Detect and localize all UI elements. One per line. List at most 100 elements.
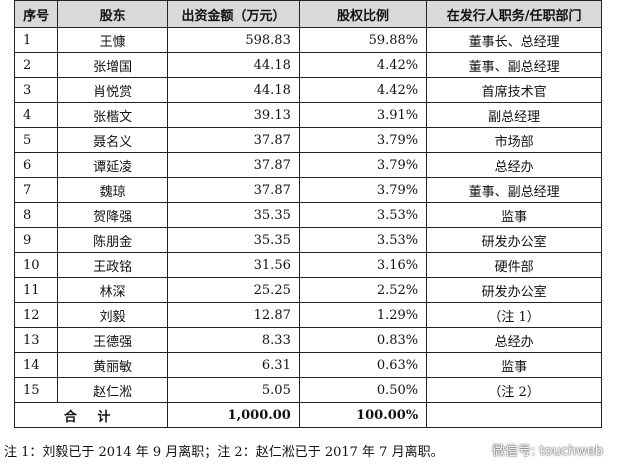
watermark-text: 微信号: touchweb — [492, 444, 604, 459]
row-role: 研发办公室 — [426, 277, 602, 303]
row-amount: 8.33 — [167, 327, 300, 353]
row-ratio: 4.42% — [298, 77, 428, 103]
row-role: 总经办 — [426, 152, 602, 178]
row-serial: 11 — [13, 277, 59, 303]
row-amount: 44.18 — [167, 77, 300, 103]
row-amount: 35.35 — [167, 227, 300, 253]
table-row: 14 黄丽敏 6.31 0.63% 监事 — [13, 352, 602, 378]
row-amount: 5.05 — [167, 377, 300, 403]
row-serial: 13 — [13, 327, 59, 353]
row-amount: 12.87 — [167, 302, 300, 328]
row-serial: 12 — [13, 302, 59, 328]
row-shareholder: 张增国 — [57, 52, 169, 78]
row-serial: 3 — [13, 77, 59, 103]
row-ratio: 0.63% — [298, 352, 428, 378]
row-role: （注 1） — [426, 302, 602, 328]
table-row: 15 赵仁淞 5.05 0.50% （注 2） — [13, 377, 602, 403]
row-amount: 31.56 — [167, 252, 300, 278]
row-role: 董事、副总经理 — [426, 52, 602, 78]
watermark: 微信号: touchweb — [470, 440, 603, 459]
table-row: 9 陈朋金 35.35 3.53% 研发办公室 — [13, 227, 602, 253]
row-ratio: 3.16% — [298, 252, 428, 278]
table-total-row: 合 计 1,000.00 100.00% — [13, 402, 602, 428]
row-serial: 14 — [13, 352, 59, 378]
row-serial: 4 — [13, 102, 59, 128]
row-ratio: 3.79% — [298, 177, 428, 203]
row-shareholder: 王慷 — [57, 27, 169, 53]
row-serial: 2 — [13, 52, 59, 78]
table-row: 12 刘毅 12.87 1.29% （注 1） — [13, 302, 602, 328]
table-row: 10 王政铭 31.56 3.16% 硬件部 — [13, 252, 602, 278]
row-role: 市场部 — [426, 127, 602, 153]
row-amount: 39.13 — [167, 102, 300, 128]
table-row: 7 魏琼 37.87 3.79% 董事、副总经理 — [13, 177, 602, 203]
total-role-empty — [426, 402, 602, 428]
row-role: 硬件部 — [426, 252, 602, 278]
row-amount: 37.87 — [167, 127, 300, 153]
row-ratio: 0.83% — [298, 327, 428, 353]
row-shareholder: 陈朋金 — [57, 227, 169, 253]
total-ratio: 100.00% — [298, 402, 428, 428]
row-serial: 5 — [13, 127, 59, 153]
row-shareholder: 聂名义 — [57, 127, 169, 153]
row-ratio: 1.29% — [298, 302, 428, 328]
shareholder-table-container: 序号 股东 出资金额（万元） 股权比例 在发行人职务/任职部门 1 王慷 598.8… — [13, 0, 602, 428]
row-shareholder: 贺降强 — [57, 202, 169, 228]
row-ratio: 4.42% — [298, 52, 428, 78]
row-role: 首席技术官 — [426, 77, 602, 103]
row-serial: 7 — [13, 177, 59, 203]
row-amount: 6.31 — [167, 352, 300, 378]
row-ratio: 2.52% — [298, 277, 428, 303]
row-role: 监事 — [426, 202, 602, 228]
header-amount: 出资金额（万元） — [167, 0, 300, 28]
table-row: 4 张楷文 39.13 3.91% 副总经理 — [13, 102, 602, 128]
shareholder-table: 序号 股东 出资金额（万元） 股权比例 在发行人职务/任职部门 1 王慷 598.8… — [13, 0, 602, 428]
row-ratio: 3.79% — [298, 127, 428, 153]
row-shareholder: 林深 — [57, 277, 169, 303]
row-shareholder: 王政铭 — [57, 252, 169, 278]
header-ratio: 股权比例 — [298, 0, 428, 28]
row-shareholder: 魏琼 — [57, 177, 169, 203]
row-amount: 37.87 — [167, 152, 300, 178]
table-row: 11 林深 25.25 2.52% 研发办公室 — [13, 277, 602, 303]
row-role: 研发办公室 — [426, 227, 602, 253]
row-role: 副总经理 — [426, 102, 602, 128]
table-row: 3 肖悦赏 44.18 4.42% 首席技术官 — [13, 77, 602, 103]
row-serial: 15 — [13, 377, 59, 403]
total-amount: 1,000.00 — [167, 402, 300, 428]
row-role: 董事长、总经理 — [426, 27, 602, 53]
row-amount: 25.25 — [167, 277, 300, 303]
table-header-row: 序号 股东 出资金额（万元） 股权比例 在发行人职务/任职部门 — [13, 0, 602, 28]
row-role: 总经办 — [426, 327, 602, 353]
row-shareholder: 刘毅 — [57, 302, 169, 328]
row-ratio: 59.88% — [298, 27, 428, 53]
header-shareholder: 股东 — [57, 0, 169, 28]
row-ratio: 3.53% — [298, 202, 428, 228]
table-row: 2 张增国 44.18 4.42% 董事、副总经理 — [13, 52, 602, 78]
row-amount: 37.87 — [167, 177, 300, 203]
table-row: 6 谭延凌 37.87 3.79% 总经办 — [13, 152, 602, 178]
row-serial: 8 — [13, 202, 59, 228]
row-serial: 10 — [13, 252, 59, 278]
row-ratio: 0.50% — [298, 377, 428, 403]
row-ratio: 3.79% — [298, 152, 428, 178]
row-role: 监事 — [426, 352, 602, 378]
table-row: 5 聂名义 37.87 3.79% 市场部 — [13, 127, 602, 153]
row-shareholder: 黄丽敏 — [57, 352, 169, 378]
wechat-icon — [470, 442, 488, 458]
row-shareholder: 肖悦赏 — [57, 77, 169, 103]
row-serial: 1 — [13, 27, 59, 53]
table-row: 1 王慷 598.83 59.88% 董事长、总经理 — [13, 27, 602, 53]
header-serial: 序号 — [13, 0, 59, 28]
row-ratio: 3.91% — [298, 102, 428, 128]
row-amount: 35.35 — [167, 202, 300, 228]
footnote: 注 1：刘毅已于 2014 年 9 月离职；注 2：赵仁淞已于 2017 年 7… — [4, 445, 444, 460]
row-amount: 598.83 — [167, 27, 300, 53]
row-shareholder: 王德强 — [57, 327, 169, 353]
row-shareholder: 赵仁淞 — [57, 377, 169, 403]
row-serial: 6 — [13, 152, 59, 178]
header-role: 在发行人职务/任职部门 — [426, 0, 602, 28]
table-row: 8 贺降强 35.35 3.53% 监事 — [13, 202, 602, 228]
row-ratio: 3.53% — [298, 227, 428, 253]
row-role: 董事、副总经理 — [426, 177, 602, 203]
